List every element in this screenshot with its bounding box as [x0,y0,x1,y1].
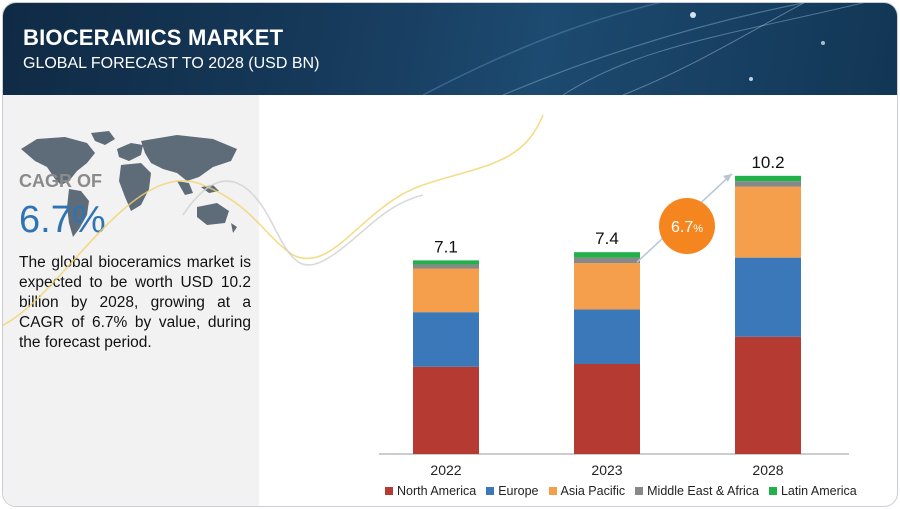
decorative-wave-gray [182,180,424,266]
header-banner: BIOCERAMICS MARKET GLOBAL FORECAST TO 20… [3,3,897,95]
legend-label: Asia Pacific [560,484,626,498]
bar-segment-middle-east-africa-2028 [735,181,801,187]
bar-segment-asia-pacific-2022 [413,268,479,313]
bar-segment-middle-east-africa-2023 [574,257,640,264]
legend-swatch [486,487,495,495]
bar-segment-europe-2023 [574,309,640,364]
legend-label: North America [397,484,477,498]
bars-group [413,175,801,454]
bar-segment-north-america-2023 [574,364,640,454]
legend-item-middle-east-africa: Middle East & Africa [635,484,759,498]
bar-total-label-2022: 7.1 [434,237,458,256]
chart-legend: North America Europe Asia Pacific Middle Ea… [385,484,857,498]
bar-segment-latin-america-2022 [413,260,479,265]
x-tick-label-2023: 2023 [591,462,622,478]
x-tick-label-2028: 2028 [752,462,783,478]
legend-swatch [385,487,393,495]
bar-segment-latin-america-2023 [574,252,640,258]
cagr-badge [659,198,715,254]
cagr-value: 6.7% [19,199,106,241]
legend-swatch [768,487,777,495]
legend-label: Europe [498,484,539,498]
bar-total-label-2028: 10.2 [751,153,784,172]
page-subtitle: GLOBAL FORECAST TO 2028 (USD BN) [23,55,320,72]
legend-item-asia-pacific: Asia Pacific [548,484,626,498]
labels-group: 7.1 2022 7.4 2023 10.2 2028 [430,153,784,478]
bar-segment-asia-pacific-2028 [735,186,801,258]
legend-swatch [548,487,557,495]
bar-segment-europe-2022 [413,312,479,367]
bar-segment-asia-pacific-2023 [574,263,640,310]
cagr-badge-label: 6.7% [671,219,703,236]
cagr-label: CAGR OF [19,171,102,191]
bar-total-label-2023: 7.4 [595,229,619,248]
header-decoration [422,3,865,95]
cagr-annotation: 6.7% [636,173,733,263]
stacked-bar-chart: 7.1 2022 7.4 2023 10.2 2028 6.7% [3,114,849,478]
legend-item-europe: Europe [486,484,539,498]
legend-item-latin-america: Latin America [768,484,857,498]
bar-segment-middle-east-africa-2022 [413,264,479,269]
bar-segment-latin-america-2028 [735,175,801,182]
legend-label: Latin America [780,484,857,498]
bar-segment-north-america-2028 [735,336,801,454]
legend-item-north-america: North America [385,484,476,498]
legend-swatch [635,487,644,495]
market-description: The global bioceramics market is expecte… [19,254,251,351]
bar-segment-europe-2028 [735,257,801,337]
legend-label: Middle East & Africa [647,484,759,498]
page-title: BIOCERAMICS MARKET [23,25,284,50]
bar-segment-north-america-2022 [413,366,479,454]
x-tick-label-2022: 2022 [430,462,461,478]
cagr-arrow-head [723,173,732,182]
